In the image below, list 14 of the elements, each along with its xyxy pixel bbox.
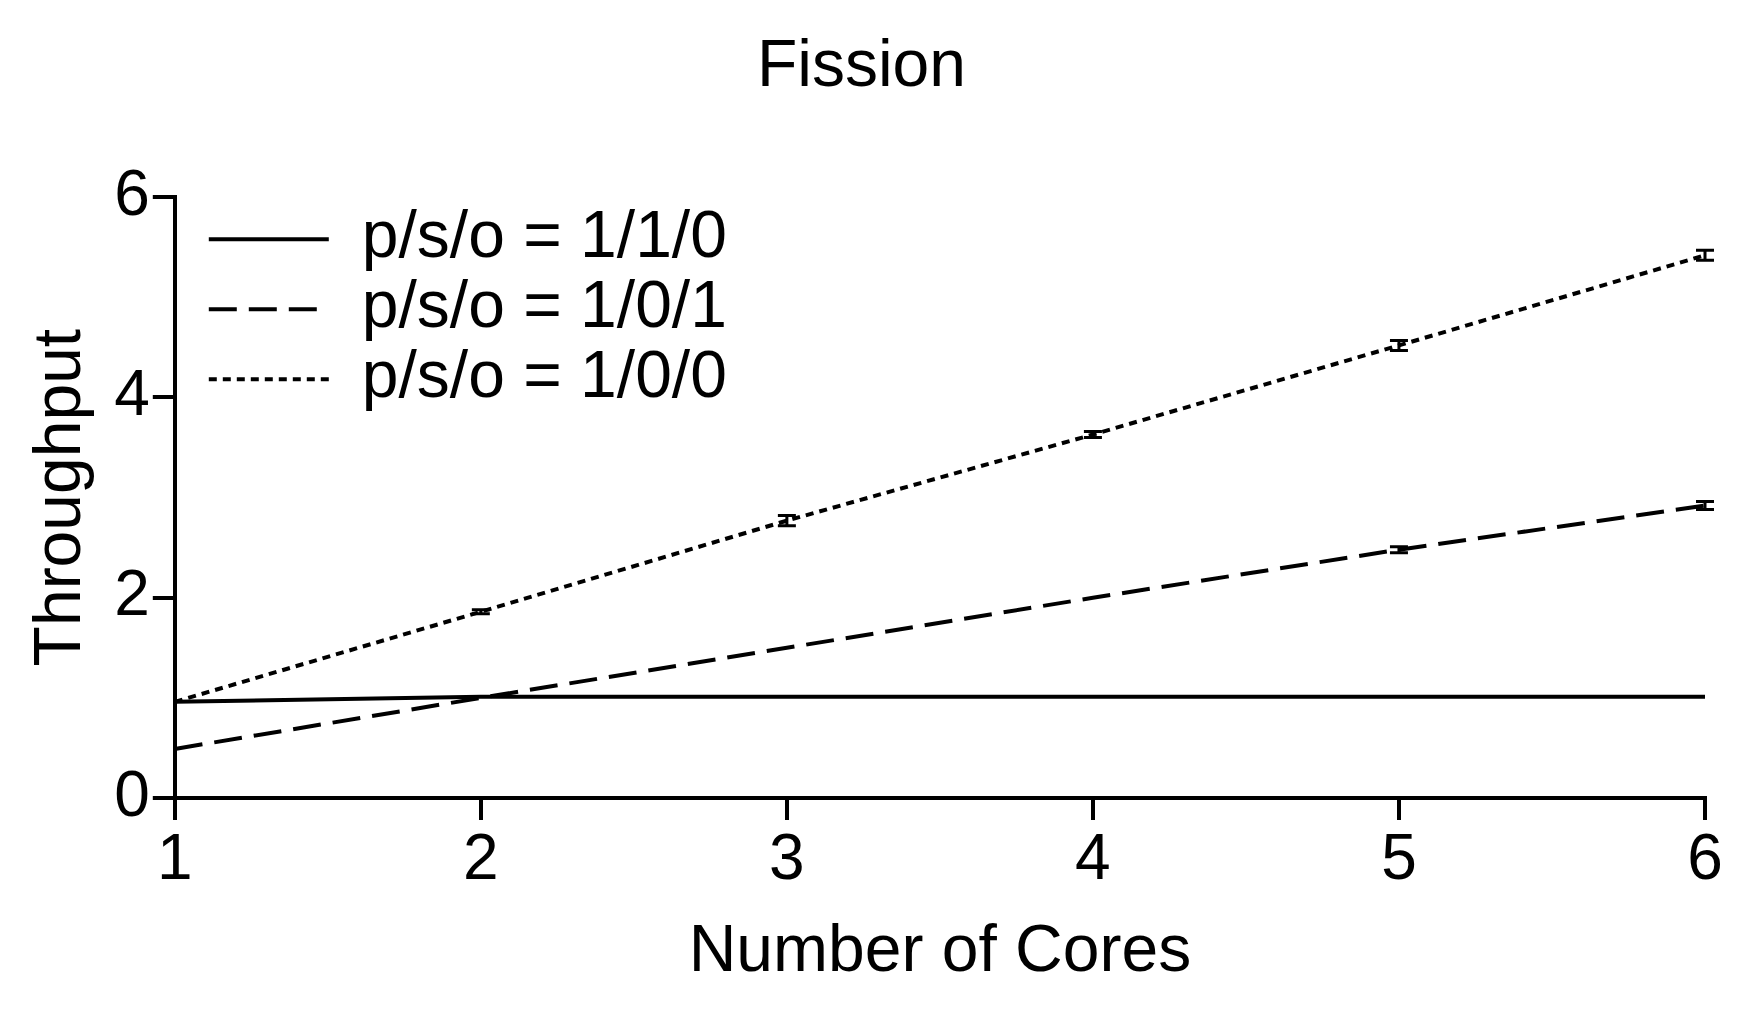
y-axis-title: Throughput: [19, 328, 94, 667]
x-tick-label: 2: [463, 821, 499, 894]
y-tick-label: 2: [114, 557, 150, 630]
x-tick-label: 6: [1687, 821, 1723, 894]
chart-title: Fission: [756, 25, 967, 100]
x-tick-label: 1: [157, 821, 193, 894]
y-tick-label: 0: [114, 757, 150, 830]
y-tick-label: 6: [114, 156, 150, 229]
y-tick-label: 4: [114, 357, 150, 430]
x-tick-label: 4: [1075, 821, 1111, 894]
x-tick-label: 5: [1381, 821, 1417, 894]
x-axis-title: Number of Cores: [688, 910, 1192, 985]
x-tick-label: 3: [769, 821, 805, 894]
legend-label: p/s/o = 1/1/0: [361, 197, 727, 272]
